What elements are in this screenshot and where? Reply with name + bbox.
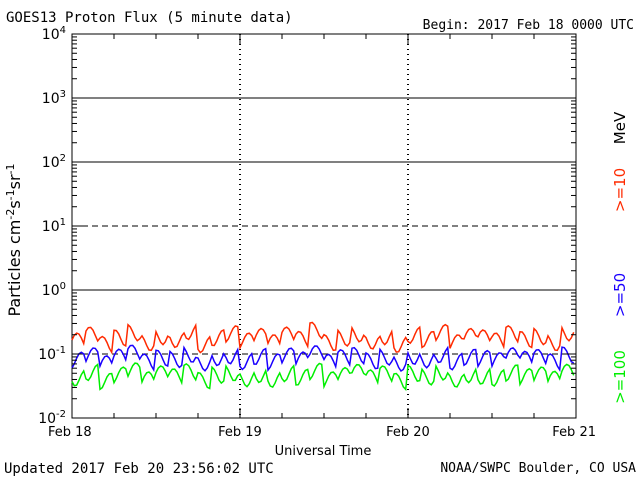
- y-tick-label: 10-2: [38, 409, 66, 427]
- begin-time: Begin: 2017 Feb 18 0000 UTC: [422, 18, 634, 33]
- chart-title: GOES13 Proton Flux (5 minute data): [6, 10, 293, 26]
- y-axis-label: Particles cm-2s-1sr-1: [4, 163, 24, 316]
- y-tick-exponent: -2: [56, 409, 66, 420]
- x-tick-label: Feb 19: [218, 425, 262, 440]
- x-tick-label: Feb 18: [48, 425, 92, 440]
- y-tick-base: 10: [38, 347, 56, 363]
- y-axis-label-sr: sr: [5, 174, 24, 189]
- y-tick-label: 10-1: [38, 345, 66, 363]
- credit-label: NOAA/SWPC Boulder, CO USA: [440, 461, 636, 476]
- y-tick-base: 10: [42, 91, 60, 107]
- y-axis-label-exp1: -2: [4, 209, 17, 220]
- y-tick-exponent: 2: [60, 153, 66, 164]
- y-tick-label: 102: [42, 153, 66, 171]
- x-axis-label: Universal Time: [275, 444, 372, 459]
- y-tick-base: 10: [42, 283, 60, 299]
- series-layer: [71, 321, 575, 392]
- x-axis-ticks: Feb 18 Feb 19 Feb 20 Feb 21: [48, 34, 596, 440]
- legend: MeV >=10 >=50 >=100: [611, 111, 629, 404]
- y-axis-label-s: s: [5, 200, 24, 208]
- y-tick-label: 100: [42, 281, 66, 299]
- legend-entry: >=50: [611, 273, 629, 317]
- series-line-50: [71, 344, 575, 373]
- y-tick-exponent: 0: [60, 281, 66, 292]
- y-tick-exponent: 3: [60, 89, 66, 100]
- y-axis-label-exp2: -1: [4, 189, 17, 200]
- y-tick-exponent: -1: [56, 345, 66, 356]
- reference-lines: [72, 97, 576, 355]
- y-tick-label: 103: [42, 89, 66, 107]
- y-tick-base: 10: [42, 155, 60, 171]
- series-line-100: [71, 362, 575, 392]
- legend-entry: >=100: [611, 350, 629, 404]
- series-line-10: [71, 321, 575, 355]
- y-tick-base: 10: [42, 219, 60, 235]
- updated-timestamp: Updated 2017 Feb 20 23:56:02 UTC: [4, 461, 274, 477]
- y-axis-label-exp3: -1: [4, 163, 17, 174]
- y-tick-exponent: 1: [60, 217, 66, 228]
- y-tick-label: 101: [42, 217, 66, 235]
- x-tick-label: Feb 20: [386, 425, 430, 440]
- x-tick-label: Feb 21: [552, 425, 596, 440]
- y-tick-base: 10: [42, 27, 60, 43]
- y-tick-base: 10: [38, 411, 56, 427]
- y-tick-label: 104: [42, 25, 66, 43]
- y-tick-exponent: 4: [60, 25, 66, 36]
- y-axis-label-text: Particles cm: [5, 220, 24, 317]
- legend-unit-label: MeV: [611, 111, 629, 144]
- legend-entry: >=10: [611, 168, 629, 212]
